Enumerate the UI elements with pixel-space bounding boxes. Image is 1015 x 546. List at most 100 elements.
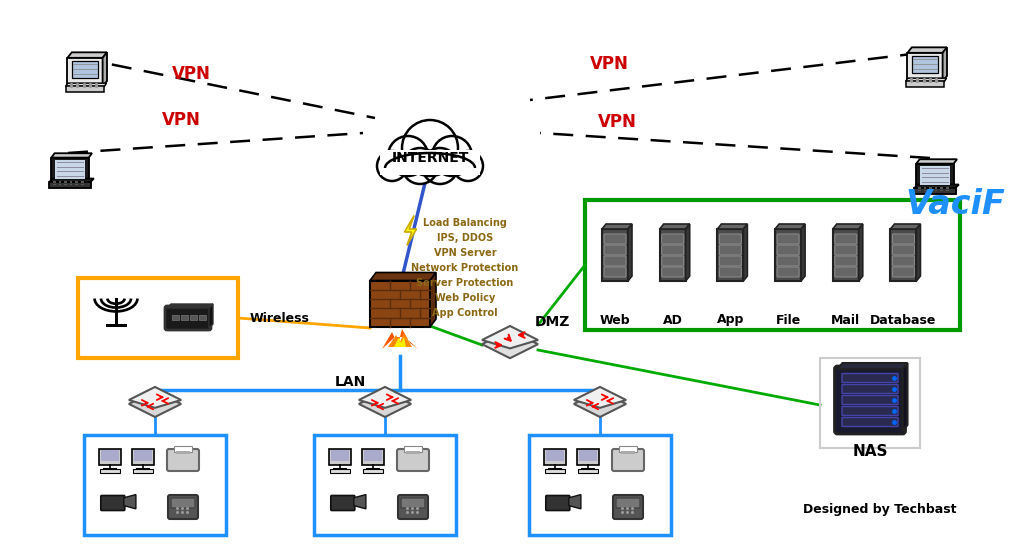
- Text: Database: Database: [870, 313, 937, 327]
- Text: Network Protection: Network Protection: [411, 263, 519, 273]
- Polygon shape: [388, 333, 412, 347]
- Polygon shape: [67, 52, 107, 58]
- FancyBboxPatch shape: [579, 449, 597, 461]
- FancyBboxPatch shape: [168, 495, 198, 519]
- Circle shape: [402, 120, 458, 176]
- FancyBboxPatch shape: [199, 315, 206, 320]
- FancyBboxPatch shape: [171, 498, 195, 508]
- Polygon shape: [482, 326, 538, 348]
- FancyBboxPatch shape: [75, 183, 78, 185]
- FancyBboxPatch shape: [892, 256, 915, 266]
- FancyBboxPatch shape: [578, 469, 598, 473]
- Text: Load Balancing: Load Balancing: [423, 218, 506, 228]
- FancyBboxPatch shape: [720, 256, 741, 266]
- Polygon shape: [907, 53, 943, 81]
- FancyBboxPatch shape: [842, 407, 898, 416]
- FancyBboxPatch shape: [331, 496, 355, 511]
- Polygon shape: [124, 495, 136, 509]
- Polygon shape: [103, 52, 107, 86]
- Text: Mail: Mail: [831, 313, 861, 327]
- FancyBboxPatch shape: [370, 281, 430, 327]
- Text: AD: AD: [663, 313, 683, 327]
- FancyBboxPatch shape: [397, 449, 429, 471]
- Polygon shape: [602, 224, 632, 229]
- Polygon shape: [50, 179, 93, 182]
- Polygon shape: [686, 224, 689, 281]
- FancyBboxPatch shape: [918, 187, 921, 189]
- Text: VPN: VPN: [161, 111, 200, 129]
- FancyBboxPatch shape: [53, 183, 56, 185]
- Polygon shape: [832, 224, 863, 229]
- FancyBboxPatch shape: [406, 451, 420, 454]
- Polygon shape: [911, 56, 939, 73]
- Text: App: App: [717, 313, 744, 327]
- Text: Web: Web: [600, 313, 630, 327]
- Polygon shape: [917, 224, 921, 281]
- Polygon shape: [917, 159, 957, 164]
- FancyBboxPatch shape: [174, 446, 192, 452]
- FancyBboxPatch shape: [585, 200, 960, 330]
- FancyBboxPatch shape: [662, 256, 684, 266]
- FancyBboxPatch shape: [777, 267, 799, 277]
- Polygon shape: [917, 164, 954, 188]
- Polygon shape: [66, 86, 105, 92]
- FancyBboxPatch shape: [842, 384, 898, 394]
- FancyBboxPatch shape: [190, 315, 197, 320]
- FancyBboxPatch shape: [892, 234, 915, 244]
- FancyBboxPatch shape: [662, 234, 684, 244]
- FancyBboxPatch shape: [331, 449, 349, 461]
- Text: VPN: VPN: [598, 113, 636, 131]
- FancyBboxPatch shape: [84, 435, 226, 535]
- FancyBboxPatch shape: [544, 449, 566, 465]
- Text: Designed by Techbast: Designed by Techbast: [803, 503, 957, 517]
- FancyBboxPatch shape: [660, 229, 686, 281]
- FancyBboxPatch shape: [172, 315, 179, 320]
- FancyBboxPatch shape: [546, 496, 569, 511]
- FancyBboxPatch shape: [834, 234, 857, 244]
- FancyBboxPatch shape: [70, 183, 72, 185]
- FancyBboxPatch shape: [775, 229, 801, 281]
- FancyBboxPatch shape: [100, 496, 125, 511]
- FancyBboxPatch shape: [64, 183, 67, 185]
- FancyBboxPatch shape: [99, 449, 121, 465]
- Polygon shape: [359, 387, 411, 408]
- FancyBboxPatch shape: [946, 189, 949, 191]
- Polygon shape: [915, 188, 955, 194]
- FancyBboxPatch shape: [842, 373, 898, 383]
- Polygon shape: [394, 337, 406, 347]
- Text: LAN: LAN: [334, 375, 365, 389]
- Polygon shape: [915, 185, 959, 188]
- Polygon shape: [354, 495, 365, 509]
- FancyBboxPatch shape: [842, 418, 898, 426]
- Text: Web Policy: Web Policy: [434, 293, 495, 303]
- FancyBboxPatch shape: [70, 181, 72, 183]
- FancyBboxPatch shape: [59, 181, 61, 183]
- Text: INTERNET: INTERNET: [392, 151, 469, 165]
- FancyBboxPatch shape: [165, 306, 211, 330]
- FancyBboxPatch shape: [613, 495, 642, 519]
- FancyBboxPatch shape: [924, 187, 927, 189]
- Polygon shape: [209, 304, 213, 328]
- FancyBboxPatch shape: [777, 256, 799, 266]
- FancyBboxPatch shape: [935, 187, 938, 189]
- Polygon shape: [72, 61, 98, 78]
- FancyBboxPatch shape: [834, 366, 905, 434]
- Polygon shape: [837, 363, 907, 369]
- FancyBboxPatch shape: [946, 187, 949, 189]
- Polygon shape: [129, 391, 181, 417]
- FancyBboxPatch shape: [834, 256, 857, 266]
- FancyBboxPatch shape: [176, 451, 190, 454]
- FancyBboxPatch shape: [720, 245, 741, 255]
- Circle shape: [388, 136, 428, 176]
- Text: VPN Server: VPN Server: [433, 248, 496, 258]
- FancyBboxPatch shape: [401, 498, 425, 508]
- Polygon shape: [482, 330, 538, 358]
- Polygon shape: [660, 224, 689, 229]
- FancyBboxPatch shape: [834, 245, 857, 255]
- Text: IPS, DDOS: IPS, DDOS: [436, 233, 493, 243]
- Polygon shape: [905, 81, 944, 87]
- Text: NAS: NAS: [853, 444, 888, 459]
- FancyBboxPatch shape: [720, 234, 741, 244]
- FancyBboxPatch shape: [546, 449, 564, 461]
- FancyBboxPatch shape: [604, 245, 626, 255]
